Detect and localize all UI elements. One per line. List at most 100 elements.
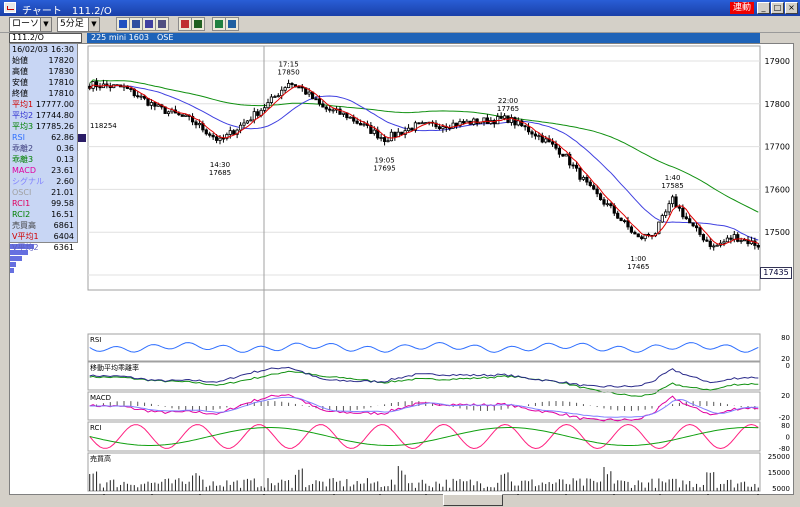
candle-body: [290, 83, 294, 85]
candle-body: [98, 86, 102, 89]
info-row: V平均1 6404: [10, 231, 77, 242]
contract-name: 225 mini 1603: [91, 33, 150, 42]
rci1-line: [89, 423, 759, 450]
candle-body: [372, 129, 376, 134]
info-label: RCI1: [12, 199, 31, 208]
pane-axis-tick: 25000: [768, 453, 790, 461]
candle-body: [482, 117, 486, 123]
candle-body: [252, 111, 256, 121]
candle-body: [314, 98, 318, 101]
info-row: 終値 17810: [10, 88, 77, 99]
candle-body: [715, 244, 719, 247]
info-label: OSCI: [12, 188, 32, 197]
candle-body: [670, 196, 675, 205]
close-button[interactable]: ×: [785, 2, 798, 14]
candle-body: [269, 96, 274, 103]
current-price-tag: 17435: [760, 267, 792, 279]
candle-body: [588, 181, 592, 187]
candle-body: [595, 188, 599, 195]
candle-body: [725, 237, 730, 243]
candle-body: [592, 185, 596, 190]
candle-body: [475, 118, 479, 125]
candle-body: [358, 122, 363, 126]
candle-body: [640, 236, 644, 240]
info-label: 売買高: [12, 221, 36, 230]
window-title: チャート 111.2/O: [22, 6, 112, 17]
candle-body: [177, 112, 181, 116]
info-value: 23.61: [51, 166, 74, 175]
candle-body: [413, 122, 418, 131]
candle-body: [156, 104, 160, 107]
link-button[interactable]: 連動: [730, 2, 754, 14]
candle-body: [454, 122, 459, 127]
info-label: 始値: [12, 56, 28, 65]
candle-body: [338, 108, 342, 115]
price-tick: 17700: [765, 143, 790, 152]
candle-body: [400, 131, 404, 135]
pane-axis-tick: 20: [781, 392, 790, 400]
pane-label: 移動平均乖離率: [90, 363, 139, 372]
interval-select[interactable]: 5分足 ▼: [57, 17, 100, 32]
ma3-line: [89, 79, 759, 213]
candle-body: [328, 108, 332, 111]
chart-type-select[interactable]: ローソク ▼: [9, 17, 52, 32]
info-value: 6404: [53, 232, 74, 241]
scrollbar-thumb[interactable]: [443, 494, 503, 506]
candle-body: [694, 225, 699, 229]
price-tick: 17800: [765, 100, 790, 109]
candle-body: [362, 123, 366, 126]
settings-icon[interactable]: [155, 17, 169, 31]
volume-profile-bar: [10, 262, 16, 267]
candle-body: [280, 89, 284, 97]
annotation-price: 17585: [661, 182, 683, 190]
candle-body: [502, 115, 507, 119]
maximize-button[interactable]: □: [771, 2, 784, 14]
info-value: 17810: [48, 89, 74, 98]
candle-body: [232, 130, 236, 135]
candle-body: [352, 116, 356, 122]
candle-body: [722, 241, 726, 244]
candle-body: [609, 203, 613, 207]
candle-body: [574, 164, 579, 169]
candle-body: [526, 126, 531, 133]
candle-body: [94, 81, 99, 88]
candle-body: [513, 117, 517, 126]
symbol-input[interactable]: 111.2/O: [9, 33, 82, 43]
candle-body: [523, 125, 527, 128]
print-icon[interactable]: [225, 17, 239, 31]
candle-body: [537, 135, 541, 138]
candle-body: [753, 240, 757, 246]
indicator-pane: [87, 421, 761, 452]
ma1-line: [89, 84, 759, 246]
candle-body: [153, 102, 157, 107]
candle-body: [664, 211, 668, 216]
price-tick: 17500: [765, 228, 790, 237]
pane-label: 売買高: [90, 454, 111, 463]
candle-body: [657, 221, 661, 235]
info-value: 21.01: [51, 188, 74, 197]
info-label: V平均2: [12, 243, 39, 252]
candle-body: [307, 91, 311, 95]
candle-body: [283, 87, 287, 91]
deviation-line: [89, 370, 759, 397]
signal-line: [89, 396, 759, 418]
candle-body: [297, 86, 301, 89]
candle-body: [180, 114, 184, 117]
candle-body: [554, 143, 558, 149]
minimize-button[interactable]: _: [757, 2, 770, 14]
candle-body: [629, 226, 634, 233]
candle-body: [499, 116, 503, 119]
candle-body: [386, 140, 390, 143]
candle-body: [355, 120, 359, 124]
draw-icon[interactable]: [191, 17, 205, 31]
horizontal-scrollbar[interactable]: [9, 495, 794, 507]
pane-label: RSI: [90, 336, 101, 344]
info-label: 平均3: [12, 122, 34, 131]
candle-body: [598, 193, 603, 201]
candle-body: [218, 137, 222, 141]
info-value: 17785.26: [35, 122, 74, 131]
annotation-time: 17:15: [278, 60, 298, 68]
candle-body: [197, 123, 202, 126]
candle-body: [677, 206, 682, 209]
